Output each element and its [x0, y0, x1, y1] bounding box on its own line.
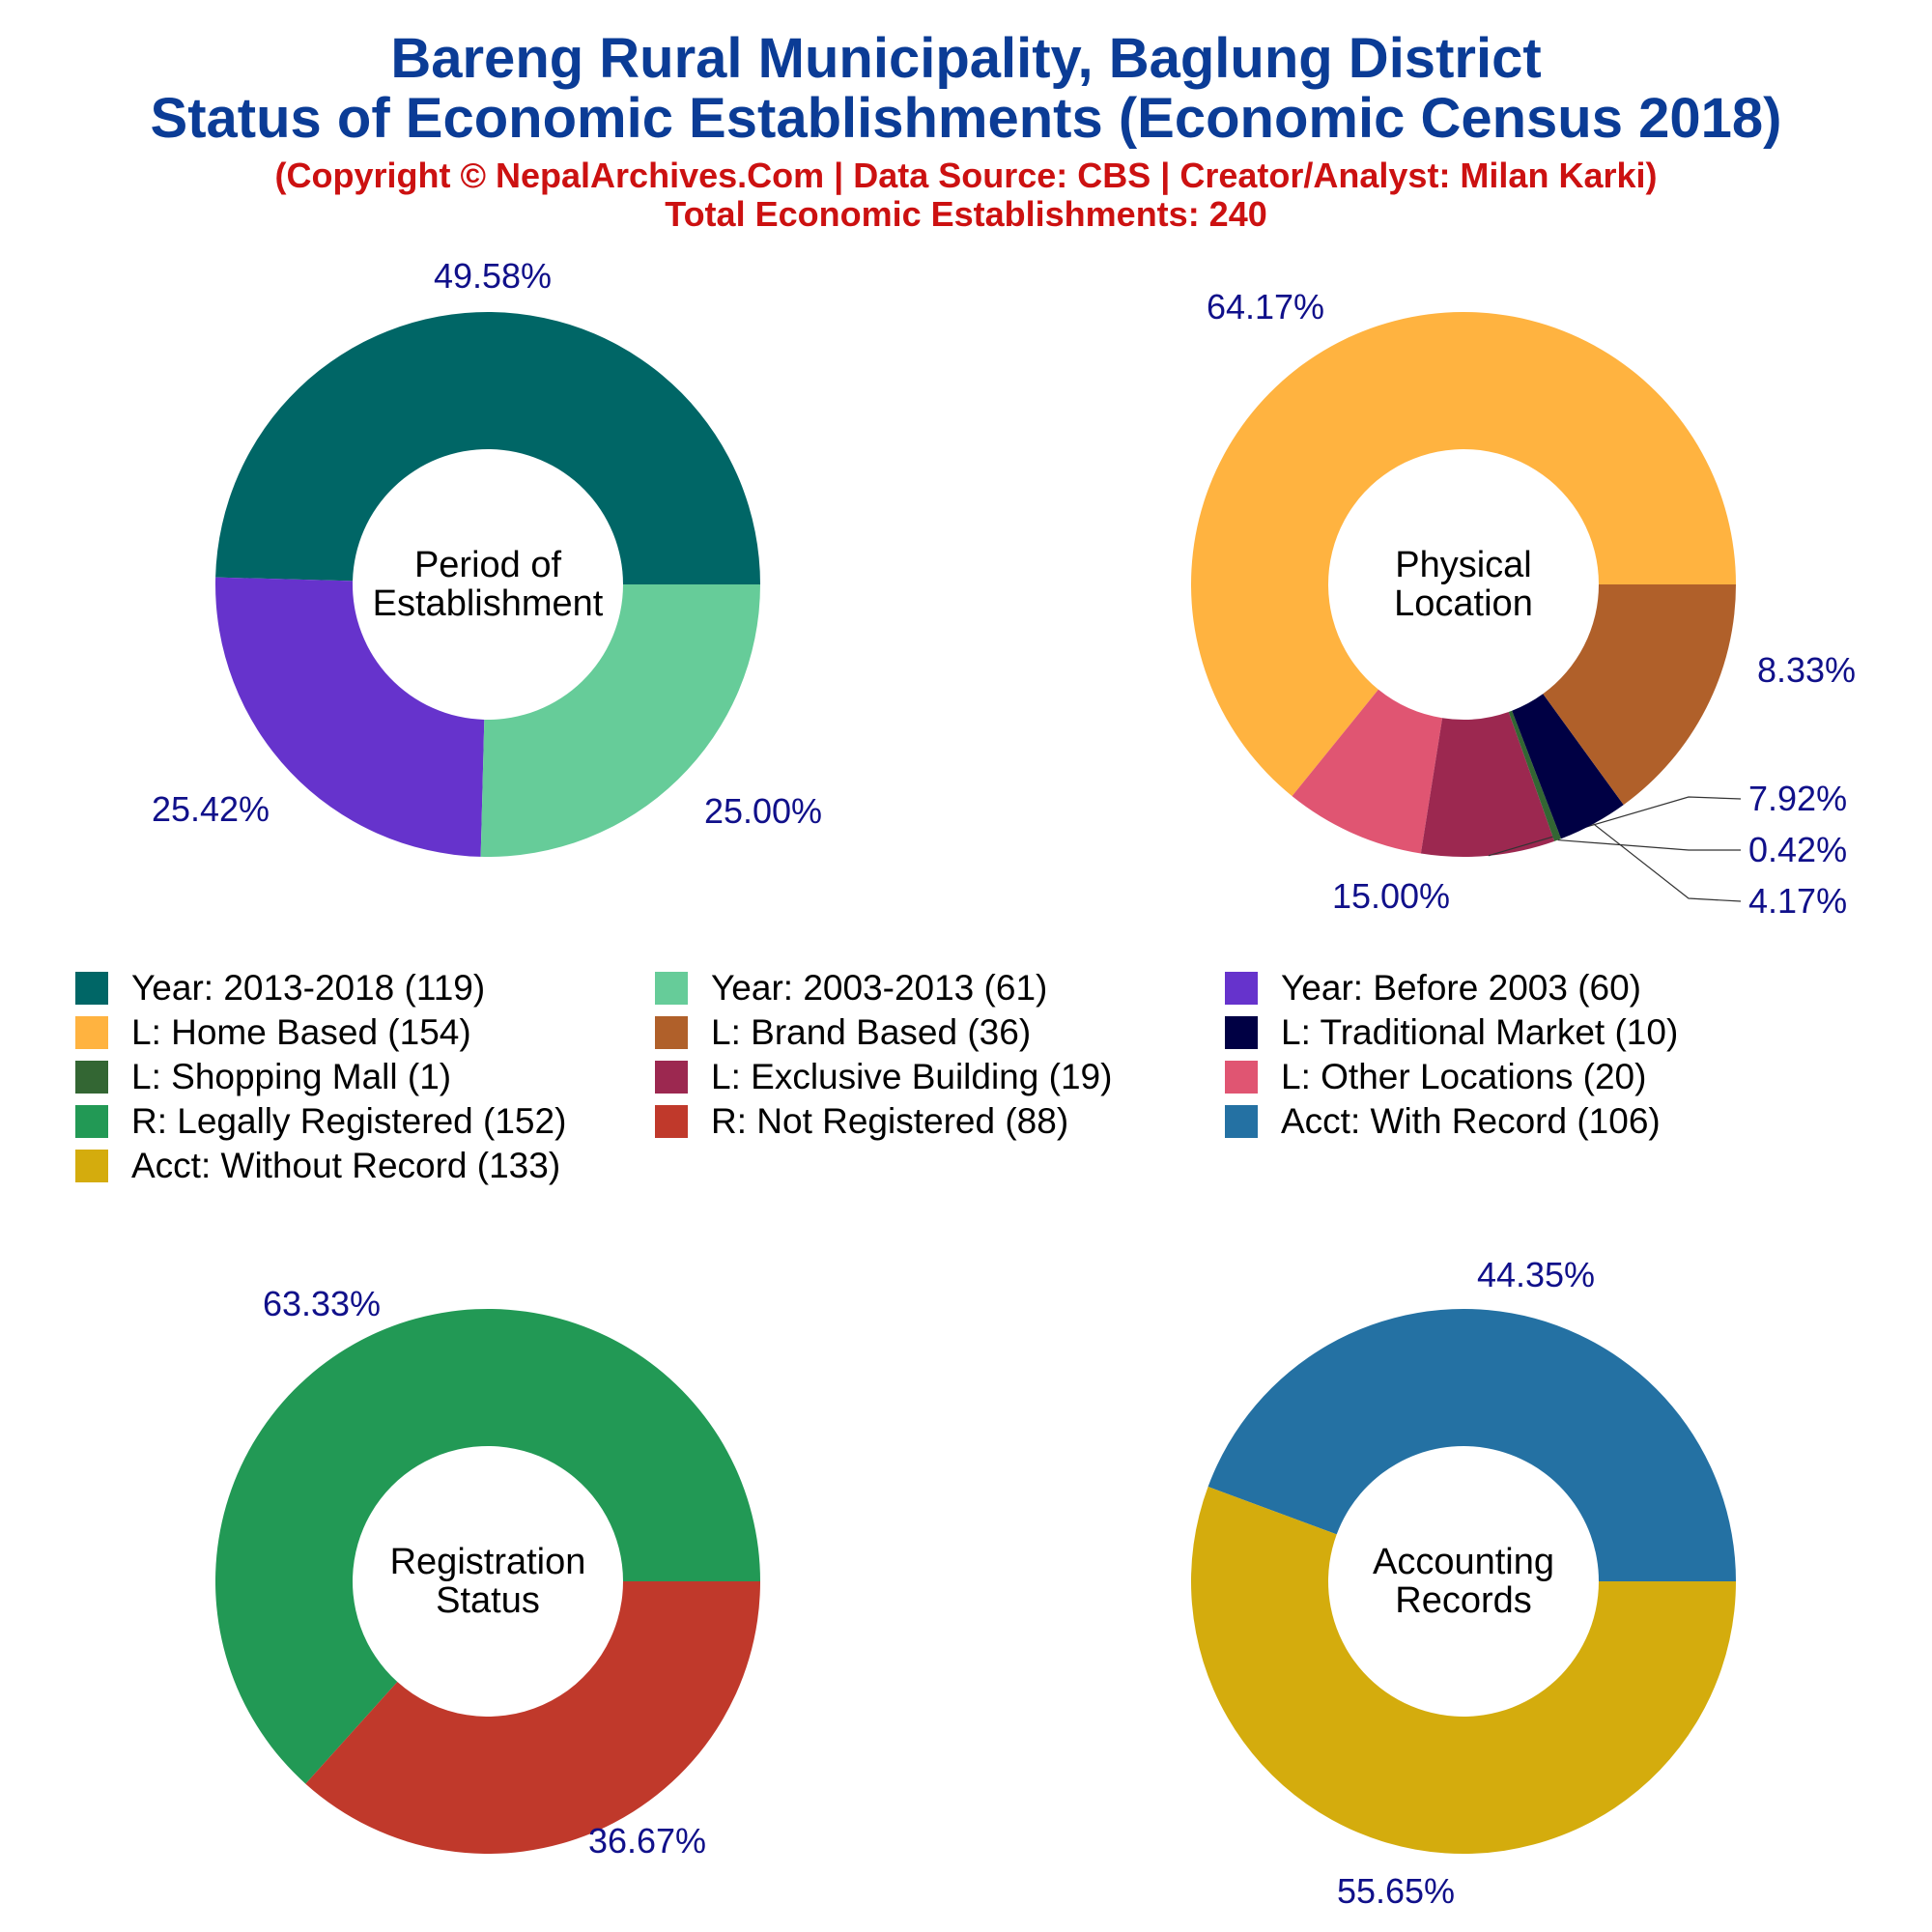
label-leader-line [1593, 823, 1742, 902]
percent-label: 7.92% [1748, 779, 1847, 818]
legend-swatch [75, 972, 108, 1005]
percent-label: 4.17% [1748, 881, 1847, 921]
donut-center-label: Location [1394, 583, 1533, 624]
legend-label: L: Shopping Mall (1) [131, 1057, 452, 1096]
donut-slice [305, 1581, 760, 1854]
legend-swatch [1225, 1105, 1258, 1138]
legend-label: L: Traditional Market (10) [1281, 1012, 1679, 1052]
legend-item: Acct: With Record (106) [1225, 1099, 1661, 1144]
legend-swatch [75, 1150, 108, 1182]
percent-label: 49.58% [434, 256, 552, 296]
legend-item: L: Shopping Mall (1) [75, 1055, 451, 1099]
percent-label: 0.42% [1748, 830, 1847, 869]
chart-title-line2: Status of Economic Establishments (Econo… [150, 87, 1782, 150]
percent-label: 15.00% [1332, 876, 1450, 916]
legend-label: Acct: With Record (106) [1281, 1101, 1661, 1141]
donut-center-label: Status [436, 1580, 540, 1621]
legend-item: L: Home Based (154) [75, 1010, 471, 1055]
donut-center-label: Establishment [373, 583, 604, 624]
legend-swatch [655, 972, 688, 1005]
donut-slice [1191, 312, 1736, 797]
legend-swatch [1225, 1061, 1258, 1094]
legend-swatch [75, 1061, 108, 1094]
percent-label: 55.65% [1337, 1871, 1455, 1911]
legend-item: L: Exclusive Building (19) [655, 1055, 1112, 1099]
donut-slice [1512, 694, 1624, 839]
legend-swatch [1225, 1016, 1258, 1049]
donut-center-label: Physical [1395, 545, 1532, 585]
legend-swatch [75, 1105, 108, 1138]
donut-slice [1208, 1309, 1736, 1581]
donut-slice [1508, 710, 1562, 841]
copyright-line: (Copyright © NepalArchives.Com | Data So… [274, 156, 1658, 195]
legend-swatch [655, 1105, 688, 1138]
label-leader-line [1557, 838, 1741, 851]
legend-swatch [655, 1016, 688, 1049]
legend-label: L: Other Locations (20) [1281, 1057, 1647, 1096]
donut-center-label: Period of [414, 545, 562, 585]
donut-slice [1292, 689, 1443, 854]
legend-label: R: Legally Registered (152) [131, 1101, 567, 1141]
donut-chart-2: 64.17% 8.33% 7.92% 0.42% 4.17% 15.00% Physical… [1191, 287, 1856, 921]
legend-swatch [655, 1061, 688, 1094]
donut-slice [1420, 711, 1555, 857]
legend-item: Acct: Without Record (133) [75, 1144, 560, 1188]
percent-label: 36.67% [588, 1821, 706, 1861]
legend-item: Year: 2003-2013 (61) [655, 966, 1047, 1010]
legend-label: L: Home Based (154) [131, 1012, 471, 1052]
percent-label: 63.33% [263, 1284, 381, 1323]
donut-center-label: Accounting [1373, 1542, 1554, 1582]
donut-center-label: Registration [390, 1542, 586, 1582]
legend-item: L: Other Locations (20) [1225, 1055, 1646, 1099]
legend-item: R: Not Registered (88) [655, 1099, 1068, 1144]
donut-slice [215, 1309, 760, 1784]
legend-swatch [75, 1016, 108, 1049]
donut-slice [480, 584, 760, 857]
percent-label: 25.00% [704, 791, 822, 831]
donut-center-label: Records [1395, 1580, 1532, 1621]
donut-slice [214, 577, 485, 857]
percent-label: 44.35% [1477, 1255, 1595, 1294]
percent-label: 25.42% [152, 789, 270, 829]
legend-item: Year: Before 2003 (60) [1225, 966, 1641, 1010]
legend-item: R: Legally Registered (152) [75, 1099, 566, 1144]
percent-label: 64.17% [1207, 287, 1324, 327]
donut-slice [1191, 1487, 1736, 1854]
chart-title-line1: Bareng Rural Municipality, Baglung Distr… [390, 27, 1542, 90]
legend-label: L: Exclusive Building (19) [711, 1057, 1113, 1096]
legend-label: Acct: Without Record (133) [131, 1146, 561, 1185]
legend-label: Year: Before 2003 (60) [1281, 968, 1641, 1008]
legend-item: L: Brand Based (36) [655, 1010, 1031, 1055]
legend-label: Year: 2003-2013 (61) [711, 968, 1048, 1008]
legend-label: R: Not Registered (88) [711, 1101, 1069, 1141]
legend-swatch [1225, 972, 1258, 1005]
legend-label: Year: 2013-2018 (119) [131, 968, 486, 1008]
donut-slice [1543, 584, 1736, 806]
legend-item: Year: 2013-2018 (119) [75, 966, 485, 1010]
percent-label: 8.33% [1757, 650, 1856, 690]
legend-item: L: Traditional Market (10) [1225, 1010, 1678, 1055]
donut-slice [215, 312, 761, 584]
total-establishments: Total Economic Establishments: 240 [665, 194, 1267, 234]
legend-label: L: Brand Based (36) [711, 1012, 1032, 1052]
